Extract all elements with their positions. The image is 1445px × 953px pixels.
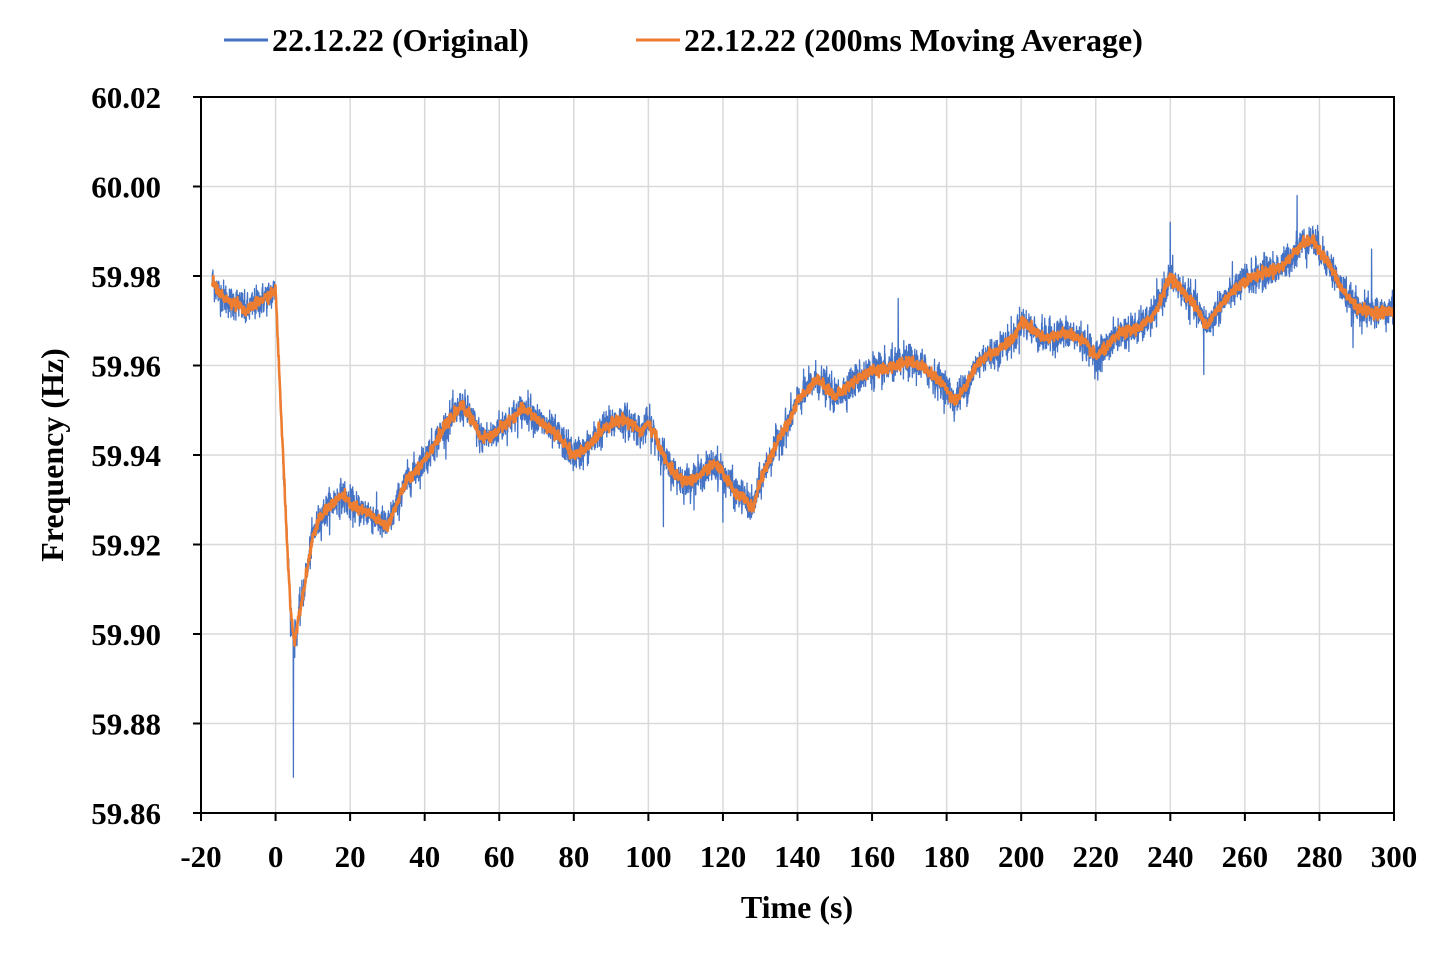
y-tick-label: 59.90 bbox=[91, 617, 161, 652]
x-tick-label: 140 bbox=[774, 839, 821, 874]
x-tick-label: 220 bbox=[1073, 839, 1120, 874]
x-tick-label: 200 bbox=[998, 839, 1045, 874]
x-tick-label: 60 bbox=[484, 839, 515, 874]
y-tick-label: 60.00 bbox=[91, 170, 161, 205]
y-tick-label: 59.92 bbox=[91, 528, 161, 563]
y-tick-label: 59.96 bbox=[91, 349, 161, 384]
series-line-original bbox=[211, 194, 1395, 778]
x-tick-label: 0 bbox=[268, 839, 284, 874]
x-tick-label: 20 bbox=[335, 839, 366, 874]
legend-label-original: 22.12.22 (Original) bbox=[272, 22, 529, 58]
x-tick-label: 100 bbox=[625, 839, 672, 874]
x-tick-label: 280 bbox=[1296, 839, 1343, 874]
x-tick-label: 160 bbox=[849, 839, 896, 874]
legend: 22.12.22 (Original) 22.12.22 (200ms Movi… bbox=[224, 22, 1143, 58]
y-axis-tick-labels: 59.86 59.88 59.90 59.92 59.94 59.96 59.98 60.00… bbox=[91, 80, 201, 831]
x-axis-label: Time (s) bbox=[741, 889, 853, 925]
x-axis-tick-labels: -20 0 20 40 60 80 100 120 140 160 180 200 220 240 260 2… bbox=[180, 813, 1417, 874]
y-tick-label: 59.86 bbox=[91, 796, 161, 831]
series-layer bbox=[210, 194, 1395, 778]
x-tick-label: 180 bbox=[923, 839, 970, 874]
legend-label-moving-average: 22.12.22 (200ms Moving Average) bbox=[684, 22, 1143, 58]
y-tick-label: 60.02 bbox=[91, 80, 161, 115]
x-tick-label: 80 bbox=[558, 839, 589, 874]
x-tick-label: 260 bbox=[1222, 839, 1269, 874]
x-tick-label: 300 bbox=[1371, 839, 1418, 874]
grid bbox=[201, 97, 1394, 813]
x-tick-label: 120 bbox=[700, 839, 747, 874]
y-tick-label: 59.94 bbox=[91, 438, 161, 473]
y-tick-label: 59.88 bbox=[91, 707, 161, 742]
x-tick-label: 240 bbox=[1147, 839, 1194, 874]
x-tick-label: -20 bbox=[180, 839, 221, 874]
y-axis-label: Frequency (Hz) bbox=[34, 348, 70, 562]
y-tick-label: 59.98 bbox=[91, 259, 161, 294]
series-line-moving-average bbox=[210, 234, 1395, 648]
x-tick-label: 40 bbox=[409, 839, 440, 874]
